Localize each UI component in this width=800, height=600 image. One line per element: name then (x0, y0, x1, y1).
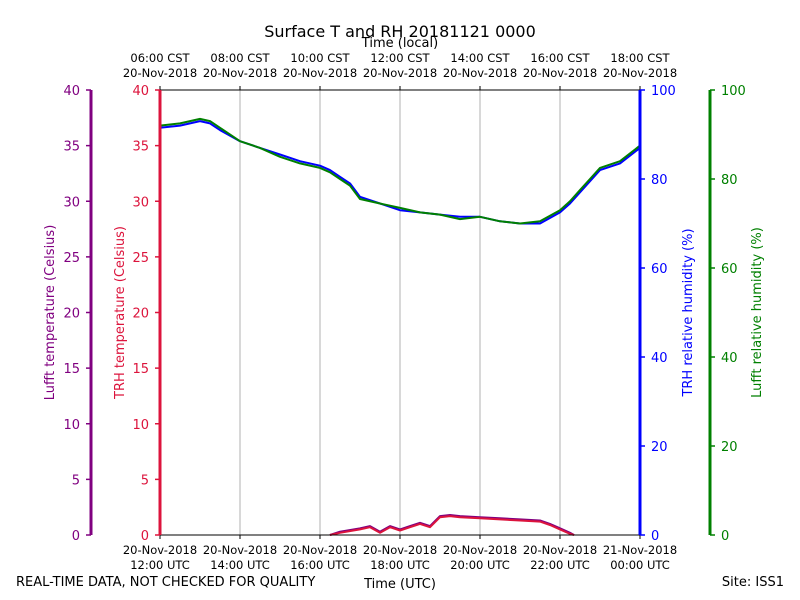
axis-tick-label: 20 (63, 307, 80, 322)
top-tick-time: 18:00 CST (610, 51, 670, 65)
axis-tick-label: 40 (63, 84, 80, 99)
axis-lufft-rh: 0 20 40 60 80 100 Lufft relative humidity (%) (708, 84, 765, 544)
axis-tick-label: 40 (132, 84, 149, 99)
axis-tick-label: 35 (63, 140, 80, 155)
quality-note: REAL-TIME DATA, NOT CHECKED FOR QUALITY (16, 575, 316, 590)
axis-tick-label: 5 (72, 473, 80, 488)
axis-lufft-temp: 0 5 10 15 20 25 30 35 40 Lufft temperature (Celsi… (43, 84, 93, 544)
grid-layer (239, 90, 561, 535)
top-axis-label: Time (local) (361, 36, 438, 51)
bottom-tick-time: 22:00 UTC (530, 558, 590, 572)
axis-tick-label: 80 (651, 173, 668, 188)
axis-tick-label: 80 (721, 173, 738, 188)
bottom-tick-time: 18:00 UTC (370, 558, 430, 572)
top-tick-time: 06:00 CST (130, 51, 190, 65)
axis-tick-label: 100 (651, 84, 676, 99)
axis-tick-label: 35 (132, 140, 149, 155)
top-tick-time: 08:00 CST (210, 51, 270, 65)
axis-tick-label: 5 (141, 473, 149, 488)
top-tick-date: 20-Nov-2018 (523, 66, 597, 80)
axis-tick-label: 100 (721, 84, 746, 99)
axis-label: TRH temperature (Celsius) (113, 226, 128, 400)
axis-tick-label: 20 (651, 440, 668, 455)
series-layer (159, 117, 641, 536)
axis-tick-label: 15 (63, 362, 80, 377)
top-tick-time: 14:00 CST (450, 51, 510, 65)
axis-tick-label: 10 (132, 418, 149, 433)
axis-tick-label: 60 (651, 262, 668, 277)
bottom-axis-label: Time (UTC) (363, 577, 436, 592)
bottom-tick-time: 14:00 UTC (210, 558, 270, 572)
site-label: Site: ISS1 (721, 575, 784, 590)
chart-title: Surface T and RH 20181121 0000 (264, 22, 536, 41)
axis-tick-label: 20 (132, 307, 149, 322)
axis-label: Lufft temperature (Celsius) (43, 225, 58, 401)
axis-tick-label: 0 (721, 529, 729, 544)
axis-tick-label: 40 (721, 351, 738, 366)
series-line-trh-temperature (329, 515, 575, 536)
top-tick-time: 12:00 CST (370, 51, 430, 65)
bottom-tick-date: 20-Nov-2018 (283, 543, 357, 557)
bottom-tick-time: 00:00 UTC (610, 558, 670, 572)
axis-tick-label: 25 (132, 251, 149, 266)
top-tick-date: 20-Nov-2018 (283, 66, 357, 80)
axis-label: Lufft relative humidity (%) (750, 227, 765, 398)
axis-tick-label: 60 (721, 262, 738, 277)
axis-trh-rh: 0 20 40 60 80 100 TRH relative humidity (%) (638, 84, 696, 544)
top-tick-time: 10:00 CST (290, 51, 350, 65)
axis-tick-label: 0 (651, 529, 659, 544)
axis-tick-label: 40 (651, 351, 668, 366)
axis-tick-label: 30 (63, 195, 80, 210)
axis-tick-label: 30 (132, 195, 149, 210)
axis-tick-label: 20 (721, 440, 738, 455)
top-tick-time: 16:00 CST (530, 51, 590, 65)
axis-tick-label: 0 (141, 529, 149, 544)
axis-tick-label: 0 (72, 529, 80, 544)
series-line-lufft-relative-humidity (159, 117, 641, 225)
bottom-tick-time: 16:00 UTC (290, 558, 350, 572)
bottom-tick-time: 20:00 UTC (450, 558, 510, 572)
top-tick-date: 20-Nov-2018 (363, 66, 437, 80)
top-tick-date: 20-Nov-2018 (203, 66, 277, 80)
bottom-tick-date: 20-Nov-2018 (123, 543, 197, 557)
top-tick-date: 20-Nov-2018 (123, 66, 197, 80)
bottom-tick-time: 12:00 UTC (130, 558, 190, 572)
bottom-tick-date: 20-Nov-2018 (363, 543, 437, 557)
series-line-lufft-temperature (329, 514, 575, 536)
axis-trh-temp: 0 5 10 15 20 25 30 35 40 TRH temperature (Celsius… (113, 84, 162, 544)
top-tick-date: 20-Nov-2018 (443, 66, 517, 80)
top-tick-date: 20-Nov-2018 (603, 66, 677, 80)
bottom-tick-date: 20-Nov-2018 (443, 543, 517, 557)
axis-tick-label: 25 (63, 251, 80, 266)
axis-label: TRH relative humidity (%) (681, 228, 696, 397)
axis-tick-label: 10 (63, 418, 80, 433)
bottom-tick-date: 21-Nov-2018 (603, 543, 677, 557)
bottom-tick-date: 20-Nov-2018 (203, 543, 277, 557)
axis-tick-label: 15 (132, 362, 149, 377)
bottom-tick-date: 20-Nov-2018 (523, 543, 597, 557)
